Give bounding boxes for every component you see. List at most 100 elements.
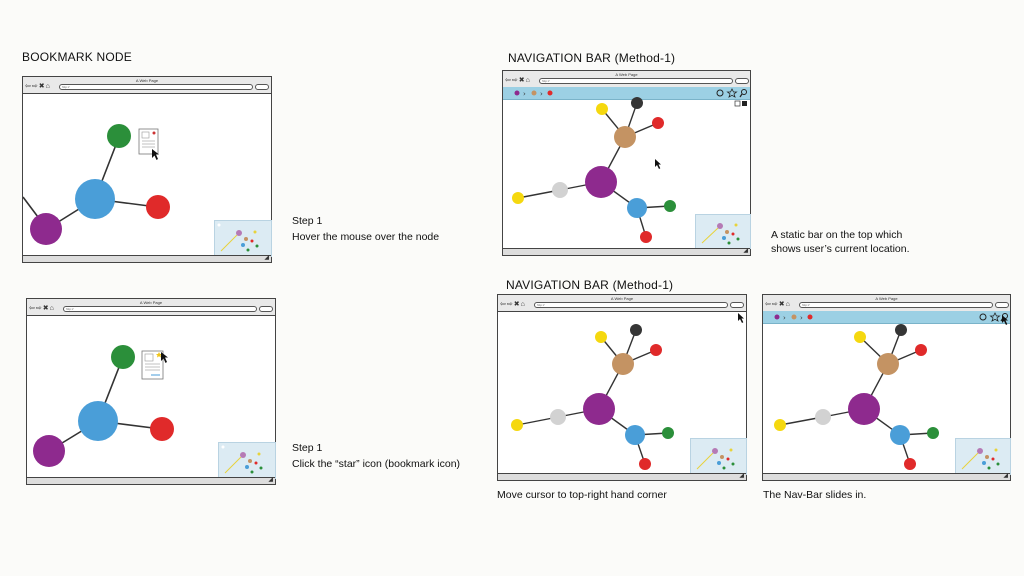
breadcrumb-red-node[interactable] <box>807 314 813 320</box>
minimap[interactable] <box>690 438 747 475</box>
node-grey[interactable] <box>550 409 566 425</box>
browser-toolbar: A Web Page ⇦⇨✖⌂ http:// <box>23 77 271 94</box>
node-green[interactable] <box>662 427 674 439</box>
node-red[interactable] <box>150 417 174 441</box>
nav-buttons[interactable]: ⇦⇨✖⌂ <box>500 301 526 308</box>
node-purple[interactable] <box>848 393 880 425</box>
node-purple[interactable] <box>583 393 615 425</box>
search-box[interactable] <box>730 302 744 308</box>
node-purple[interactable] <box>33 435 65 467</box>
node-red[interactable] <box>640 231 652 243</box>
browser-toolbar: A Web Page ⇦⇨✖⌂ http:// <box>763 295 1010 312</box>
node-red[interactable] <box>650 344 662 356</box>
node-red[interactable] <box>904 458 916 470</box>
node-graph <box>23 124 170 245</box>
node-black[interactable] <box>631 97 643 109</box>
node-yellow[interactable] <box>774 419 786 431</box>
minimap[interactable] <box>695 214 751 249</box>
node-graph <box>511 313 744 470</box>
mouse-cursor-icon <box>655 159 661 169</box>
nav-buttons[interactable]: ⇦⇨✖⌂ <box>765 301 791 308</box>
breadcrumb-tan-node[interactable] <box>531 90 537 96</box>
minimap[interactable] <box>218 442 276 479</box>
node-tan[interactable] <box>614 126 636 148</box>
history-icon[interactable] <box>979 313 987 321</box>
svg-text:›: › <box>783 314 786 322</box>
node-red[interactable] <box>652 117 664 129</box>
search-icon[interactable] <box>739 89 747 98</box>
search-box[interactable] <box>995 302 1009 308</box>
node-grey[interactable] <box>552 182 568 198</box>
node-green[interactable] <box>927 427 939 439</box>
node-yellow[interactable] <box>511 419 523 431</box>
browser-window-navbar-static: A Web Page ⇦⇨✖⌂ http:// › › <box>502 70 751 256</box>
window-title: A Web Page <box>875 296 898 301</box>
node-blue[interactable] <box>625 425 645 445</box>
node-blue[interactable] <box>78 401 118 441</box>
node-yellow[interactable] <box>512 192 524 204</box>
node-yellow[interactable] <box>596 103 608 115</box>
node-green[interactable] <box>664 200 676 212</box>
star-icon[interactable] <box>989 312 1001 322</box>
status-bar: ◢ <box>498 473 746 480</box>
window-maximize-icon[interactable] <box>742 101 747 106</box>
svg-text:›: › <box>523 90 526 98</box>
browser-window-click-star: A Web Page ⇦⇨✖⌂ http:// <box>26 298 276 485</box>
node-green[interactable] <box>107 124 131 148</box>
window-restore-icon[interactable] <box>734 100 741 107</box>
browser-toolbar: A Web Page ⇦⇨✖⌂ http:// <box>27 299 275 316</box>
nav-buttons[interactable]: ⇦⇨✖⌂ <box>29 305 55 312</box>
step1-hover-label: Step 1 <box>292 215 323 227</box>
node-blue[interactable] <box>75 179 115 219</box>
node-tan[interactable] <box>612 353 634 375</box>
node-yellow[interactable] <box>854 331 866 343</box>
move-cursor-caption: Move cursor to top-right hand corner <box>497 489 667 501</box>
status-bar: ◢ <box>503 248 750 255</box>
mouse-cursor-icon <box>152 149 159 160</box>
breadcrumb-purple-node[interactable] <box>774 314 780 320</box>
node-grey[interactable] <box>815 409 831 425</box>
nav-section-title-1: NAVIGATION BAR (Method-1) <box>508 51 676 65</box>
node-red[interactable] <box>146 195 170 219</box>
nav-buttons[interactable]: ⇦⇨✖⌂ <box>25 83 51 90</box>
step1-star-label: Step 1 <box>292 442 323 454</box>
node-blue[interactable] <box>890 425 910 445</box>
address-bar[interactable]: http:// <box>59 84 253 90</box>
address-bar[interactable]: http:// <box>534 302 728 308</box>
node-green[interactable] <box>111 345 135 369</box>
search-box[interactable] <box>255 84 269 90</box>
breadcrumb-purple-node[interactable] <box>514 90 520 96</box>
node-blue[interactable] <box>627 198 647 218</box>
nav-buttons[interactable]: ⇦⇨✖⌂ <box>505 77 531 84</box>
node-red[interactable] <box>915 344 927 356</box>
node-red[interactable] <box>639 458 651 470</box>
address-bar[interactable]: http:// <box>63 306 257 312</box>
navigation-bar[interactable]: › › <box>763 311 1010 324</box>
mouse-cursor-icon <box>1002 315 1008 325</box>
address-bar[interactable]: http:// <box>799 302 993 308</box>
navigation-bar[interactable]: › › <box>503 87 750 100</box>
node-purple[interactable] <box>30 213 62 245</box>
star-icon[interactable] <box>156 352 162 358</box>
address-bar[interactable]: http:// <box>539 78 733 84</box>
node-purple[interactable] <box>585 166 617 198</box>
document-preview-icon <box>138 128 159 155</box>
star-icon[interactable] <box>726 88 738 98</box>
minimap[interactable] <box>214 220 272 257</box>
svg-text:›: › <box>540 90 543 98</box>
node-yellow[interactable] <box>595 331 607 343</box>
breadcrumb-red-node[interactable] <box>547 90 553 96</box>
search-box[interactable] <box>259 306 273 312</box>
document-preview-icon <box>141 350 164 380</box>
svg-text:›: › <box>800 314 803 322</box>
history-icon[interactable] <box>716 89 724 97</box>
node-black[interactable] <box>895 324 907 336</box>
search-box[interactable] <box>735 78 749 84</box>
step1-hover-description: Hover the mouse over the node <box>292 231 440 243</box>
window-title: A Web Page <box>615 72 638 77</box>
breadcrumb-tan-node[interactable] <box>791 314 797 320</box>
minimap[interactable] <box>955 438 1011 475</box>
node-black[interactable] <box>630 324 642 336</box>
node-tan[interactable] <box>877 353 899 375</box>
